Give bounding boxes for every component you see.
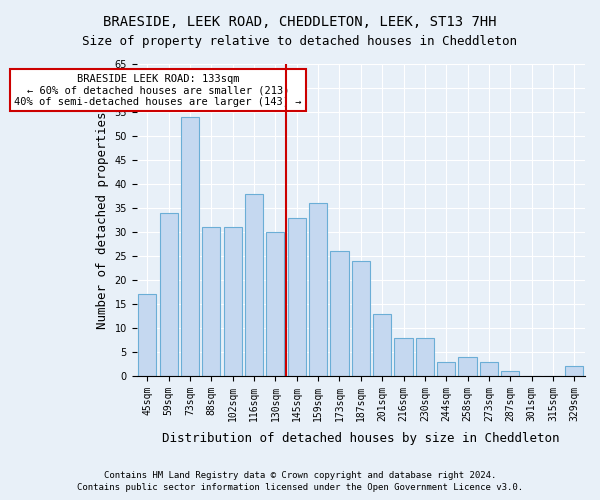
Text: BRAESIDE, LEEK ROAD, CHEDDLETON, LEEK, ST13 7HH: BRAESIDE, LEEK ROAD, CHEDDLETON, LEEK, S… <box>103 15 497 29</box>
Bar <box>480 362 498 376</box>
Bar <box>202 227 220 376</box>
Text: Contains HM Land Registry data © Crown copyright and database right 2024.: Contains HM Land Registry data © Crown c… <box>104 471 496 480</box>
Bar <box>352 260 370 376</box>
Bar <box>394 338 413 376</box>
Y-axis label: Number of detached properties: Number of detached properties <box>96 111 109 328</box>
Bar <box>458 356 476 376</box>
X-axis label: Distribution of detached houses by size in Cheddleton: Distribution of detached houses by size … <box>162 432 560 445</box>
Bar <box>266 232 284 376</box>
Bar <box>245 194 263 376</box>
Bar <box>309 203 327 376</box>
Text: BRAESIDE LEEK ROAD: 133sqm
← 60% of detached houses are smaller (213)
40% of sem: BRAESIDE LEEK ROAD: 133sqm ← 60% of deta… <box>14 74 302 107</box>
Bar <box>416 338 434 376</box>
Text: Contains public sector information licensed under the Open Government Licence v3: Contains public sector information licen… <box>77 484 523 492</box>
Bar <box>437 362 455 376</box>
Bar <box>224 227 242 376</box>
Bar <box>181 117 199 376</box>
Bar <box>138 294 157 376</box>
Bar <box>160 213 178 376</box>
Bar <box>501 371 520 376</box>
Bar <box>373 314 391 376</box>
Bar <box>331 251 349 376</box>
Bar <box>287 218 306 376</box>
Bar <box>565 366 583 376</box>
Text: Size of property relative to detached houses in Cheddleton: Size of property relative to detached ho… <box>83 35 517 48</box>
